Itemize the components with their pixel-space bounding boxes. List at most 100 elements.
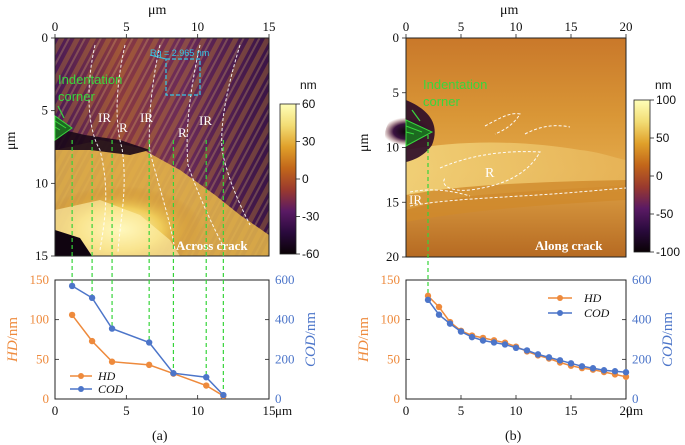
map-a-label: Across crack bbox=[176, 238, 248, 253]
chart-b-point-cod bbox=[512, 344, 520, 352]
chart-b-point-cod bbox=[523, 347, 531, 354]
colorbar-b-ticks: 100 50 0 -50 -100 bbox=[650, 93, 680, 259]
colorbar-b-tick-label: -100 bbox=[656, 245, 680, 259]
chart-a-point-cod bbox=[68, 282, 76, 290]
chart-b-point-cod bbox=[611, 368, 619, 375]
chart-a-point-hd bbox=[68, 311, 76, 319]
map-a-y-unit: μm bbox=[4, 131, 19, 150]
chart-b-yr-tick-label: 600 bbox=[632, 272, 652, 287]
map-b-y-tick-label: 0 bbox=[393, 30, 400, 45]
chart-b-yr-tick-label: 200 bbox=[632, 351, 652, 366]
chart-a-legend: HD COD bbox=[70, 369, 124, 396]
chart-b-legend: HD COD bbox=[548, 291, 610, 320]
chart-a-point-cod bbox=[145, 339, 153, 346]
chart-a-yl-label: HD/nm bbox=[5, 317, 21, 363]
map-b-region-label-1: R bbox=[485, 166, 495, 181]
chart-a-point-cod bbox=[170, 370, 177, 377]
chart-a-yl-tick-label: 50 bbox=[36, 351, 49, 366]
chart-b-point-hd bbox=[435, 303, 443, 311]
map-b-y-tick-label: 20 bbox=[386, 249, 399, 264]
map-b-y-unit: μm bbox=[357, 133, 372, 152]
colorbar-b-tick-label: 0 bbox=[656, 169, 663, 183]
map-a-x-tick-label: 0 bbox=[52, 19, 59, 34]
panel-a-map: Rq = 2.965 nm Indentation corner IR R IR… bbox=[4, 3, 276, 263]
chart-a-caption: (a) bbox=[152, 429, 168, 444]
chart-b-yl-tick-label: 50 bbox=[387, 351, 400, 366]
chart-b-point-cod bbox=[501, 341, 509, 348]
map-a-region-label-5: IR bbox=[199, 113, 212, 128]
chart-b-yl-tick-label: 150 bbox=[381, 272, 401, 287]
panel-b-map: Indentation corner R IR Along crack μm 0… bbox=[357, 3, 633, 264]
chart-b-x-tick-label: 15 bbox=[565, 403, 578, 418]
chart-a-series-hd-line bbox=[71, 314, 224, 397]
map-a-indentation-label-2: corner bbox=[58, 89, 96, 104]
chart-a-yr-tick-label: 600 bbox=[275, 272, 295, 287]
chart-b-point-cod bbox=[589, 365, 597, 372]
chart-b-yl-label: HD/nm bbox=[356, 317, 372, 363]
chart-a-yl-tick-label: 150 bbox=[30, 272, 50, 287]
map-a-indentation-mark bbox=[54, 105, 73, 141]
map-a-y-ticks: 0 5 10 15 bbox=[35, 30, 55, 263]
map-a-y-tick-label: 0 bbox=[42, 30, 49, 45]
map-a-region-label-4: R bbox=[178, 125, 187, 140]
map-a-y-tick-label: 5 bbox=[42, 103, 49, 118]
chart-b-yl-tick-label: 0 bbox=[394, 391, 401, 406]
map-b-y-tick-label: 10 bbox=[386, 140, 399, 155]
chart-b-point-cod bbox=[435, 311, 443, 318]
colorbar-b: nm 100 50 0 -50 -100 bbox=[633, 78, 680, 259]
chart-b-caption: (b) bbox=[505, 429, 522, 444]
chart-a-point-cod bbox=[203, 373, 210, 381]
chart-b-yr-tick-label: 0 bbox=[632, 391, 639, 406]
map-a-y-tick-label: 15 bbox=[35, 248, 48, 263]
chart-a-series bbox=[68, 282, 227, 400]
chart-b-point-cod bbox=[567, 360, 575, 367]
colorbar-b-tick-label: -50 bbox=[656, 207, 674, 221]
map-b-x-ticks: 0 5 10 15 20 bbox=[403, 19, 633, 38]
colorbar-a-tick-label: -30 bbox=[302, 210, 320, 224]
map-a-frame bbox=[54, 37, 270, 257]
chart-a-x-tick-label: 0 bbox=[52, 403, 59, 418]
colorbar-a-tick-label: 60 bbox=[302, 97, 316, 111]
chart-a-point-cod bbox=[220, 391, 227, 399]
chart-a-guides bbox=[71, 140, 224, 396]
chart-b-point-cod bbox=[479, 337, 487, 344]
chart-b-point-cod bbox=[457, 328, 465, 335]
colorbar-b-unit: nm bbox=[655, 78, 672, 92]
map-a-dark-corner bbox=[55, 230, 92, 256]
map-b-x-unit: μm bbox=[500, 3, 519, 18]
chart-a-x-tick-label: 15 bbox=[263, 403, 276, 418]
chart-b: 0 5 10 15 20μm0501001500200400600HD/nmCOD/nm… bbox=[356, 135, 676, 444]
colorbar-a: nm 60 30 0 -30 -60 bbox=[279, 78, 320, 261]
map-a-region-outlines bbox=[88, 44, 251, 253]
map-b-x-tick-label: 15 bbox=[565, 19, 578, 34]
chart-b-yr-label: COD/nm bbox=[660, 312, 676, 367]
chart-a-x-tick-label: 10 bbox=[191, 403, 204, 418]
map-b-indentation-label-1: Indentation bbox=[423, 77, 487, 92]
colorbar-a-tick-label: -60 bbox=[302, 247, 320, 261]
map-b-indentation-mark bbox=[405, 109, 434, 147]
chart-a-yr-label: COD/nm bbox=[303, 312, 319, 367]
chart-b-legend-cod: COD bbox=[584, 306, 610, 320]
colorbar-a-tick-label: 0 bbox=[302, 172, 309, 186]
colorbar-a-tick-label: 30 bbox=[302, 135, 316, 149]
map-a-y-tick-label: 10 bbox=[35, 175, 48, 190]
map-b-dark-region bbox=[385, 100, 505, 170]
chart-a-yr-tick-label: 400 bbox=[275, 312, 295, 327]
chart-a-legend-cod: COD bbox=[98, 382, 124, 396]
chart-a-legend-hd: HD bbox=[97, 369, 116, 383]
map-b-y-ticks: 0 5 10 15 20 bbox=[386, 30, 406, 264]
chart-b-x-label: μm bbox=[626, 403, 643, 418]
chart-b-point-cod bbox=[578, 363, 586, 370]
colorbar-a-unit: nm bbox=[300, 78, 317, 92]
chart-a-yl-tick-label: 100 bbox=[30, 312, 50, 327]
chart-b-point-cod bbox=[600, 367, 608, 374]
map-a-indentation-label-1: Indentation bbox=[58, 72, 122, 87]
map-b-x-tick-label: 20 bbox=[620, 19, 633, 34]
map-a-x-unit: μm bbox=[148, 3, 167, 18]
map-b-region-outlines bbox=[409, 113, 627, 207]
map-b-x-tick-label: 5 bbox=[458, 19, 465, 34]
map-b-x-tick-label: 10 bbox=[510, 19, 523, 34]
